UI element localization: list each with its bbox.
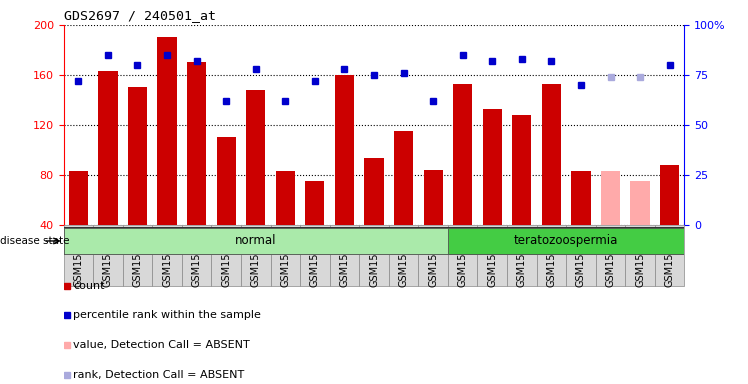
Text: GSM158472: GSM158472 xyxy=(340,228,349,287)
Bar xyxy=(571,171,591,225)
Bar xyxy=(423,170,443,225)
Bar xyxy=(69,171,88,225)
Text: GSM158476: GSM158476 xyxy=(458,228,468,287)
Text: rank, Detection Call = ABSENT: rank, Detection Call = ABSENT xyxy=(73,369,244,380)
FancyBboxPatch shape xyxy=(359,225,389,286)
Text: GSM158464: GSM158464 xyxy=(103,228,113,287)
FancyBboxPatch shape xyxy=(595,225,625,286)
Text: GSM158469: GSM158469 xyxy=(251,228,261,287)
FancyBboxPatch shape xyxy=(448,225,477,286)
Text: GSM158483: GSM158483 xyxy=(665,228,675,287)
Bar xyxy=(601,171,620,225)
FancyBboxPatch shape xyxy=(123,225,153,286)
FancyBboxPatch shape xyxy=(477,225,507,286)
Text: GSM158465: GSM158465 xyxy=(132,228,142,287)
Text: GDS2697 / 240501_at: GDS2697 / 240501_at xyxy=(64,9,215,22)
FancyBboxPatch shape xyxy=(536,225,566,286)
Bar xyxy=(335,75,354,225)
Bar xyxy=(448,228,684,254)
Text: normal: normal xyxy=(235,235,277,247)
FancyBboxPatch shape xyxy=(94,225,123,286)
Bar xyxy=(542,84,561,225)
FancyBboxPatch shape xyxy=(241,225,271,286)
FancyBboxPatch shape xyxy=(566,225,595,286)
FancyBboxPatch shape xyxy=(271,225,300,286)
Text: disease state: disease state xyxy=(0,236,70,246)
Bar xyxy=(453,84,472,225)
Text: teratozoospermia: teratozoospermia xyxy=(514,235,619,247)
FancyBboxPatch shape xyxy=(654,225,684,286)
Text: GSM158479: GSM158479 xyxy=(546,228,557,287)
Text: GSM158467: GSM158467 xyxy=(191,228,202,287)
Text: GSM158473: GSM158473 xyxy=(369,228,379,287)
Text: value, Detection Call = ABSENT: value, Detection Call = ABSENT xyxy=(73,340,250,350)
FancyBboxPatch shape xyxy=(64,225,94,286)
Bar xyxy=(364,159,384,225)
FancyBboxPatch shape xyxy=(330,225,359,286)
FancyBboxPatch shape xyxy=(212,225,241,286)
Bar xyxy=(276,171,295,225)
Text: percentile rank within the sample: percentile rank within the sample xyxy=(73,310,261,320)
Bar xyxy=(157,38,177,225)
Bar xyxy=(128,88,147,225)
Text: GSM158480: GSM158480 xyxy=(576,228,586,287)
Bar xyxy=(64,228,448,254)
FancyBboxPatch shape xyxy=(300,225,330,286)
Text: GSM158468: GSM158468 xyxy=(221,228,231,287)
Bar xyxy=(512,115,531,225)
Bar xyxy=(394,131,413,225)
FancyBboxPatch shape xyxy=(182,225,212,286)
Bar xyxy=(98,71,117,225)
Text: GSM158475: GSM158475 xyxy=(428,228,438,287)
Text: GSM158470: GSM158470 xyxy=(280,228,290,287)
Bar xyxy=(660,165,679,225)
Text: GSM158466: GSM158466 xyxy=(162,228,172,287)
FancyBboxPatch shape xyxy=(625,225,654,286)
Text: GSM158478: GSM158478 xyxy=(517,228,527,287)
Text: GSM158471: GSM158471 xyxy=(310,228,320,287)
Text: GSM158482: GSM158482 xyxy=(635,228,645,287)
Text: GSM158481: GSM158481 xyxy=(606,228,616,287)
Bar xyxy=(246,90,266,225)
Text: GSM158463: GSM158463 xyxy=(73,228,83,287)
Bar xyxy=(305,181,325,225)
Text: count: count xyxy=(73,280,105,291)
Bar xyxy=(217,137,236,225)
Text: GSM158477: GSM158477 xyxy=(487,228,497,287)
Bar xyxy=(482,109,502,225)
Text: GSM158474: GSM158474 xyxy=(399,228,408,287)
FancyBboxPatch shape xyxy=(153,225,182,286)
Bar xyxy=(631,181,650,225)
Bar xyxy=(187,62,206,225)
FancyBboxPatch shape xyxy=(389,225,418,286)
FancyBboxPatch shape xyxy=(507,225,536,286)
FancyBboxPatch shape xyxy=(418,225,448,286)
